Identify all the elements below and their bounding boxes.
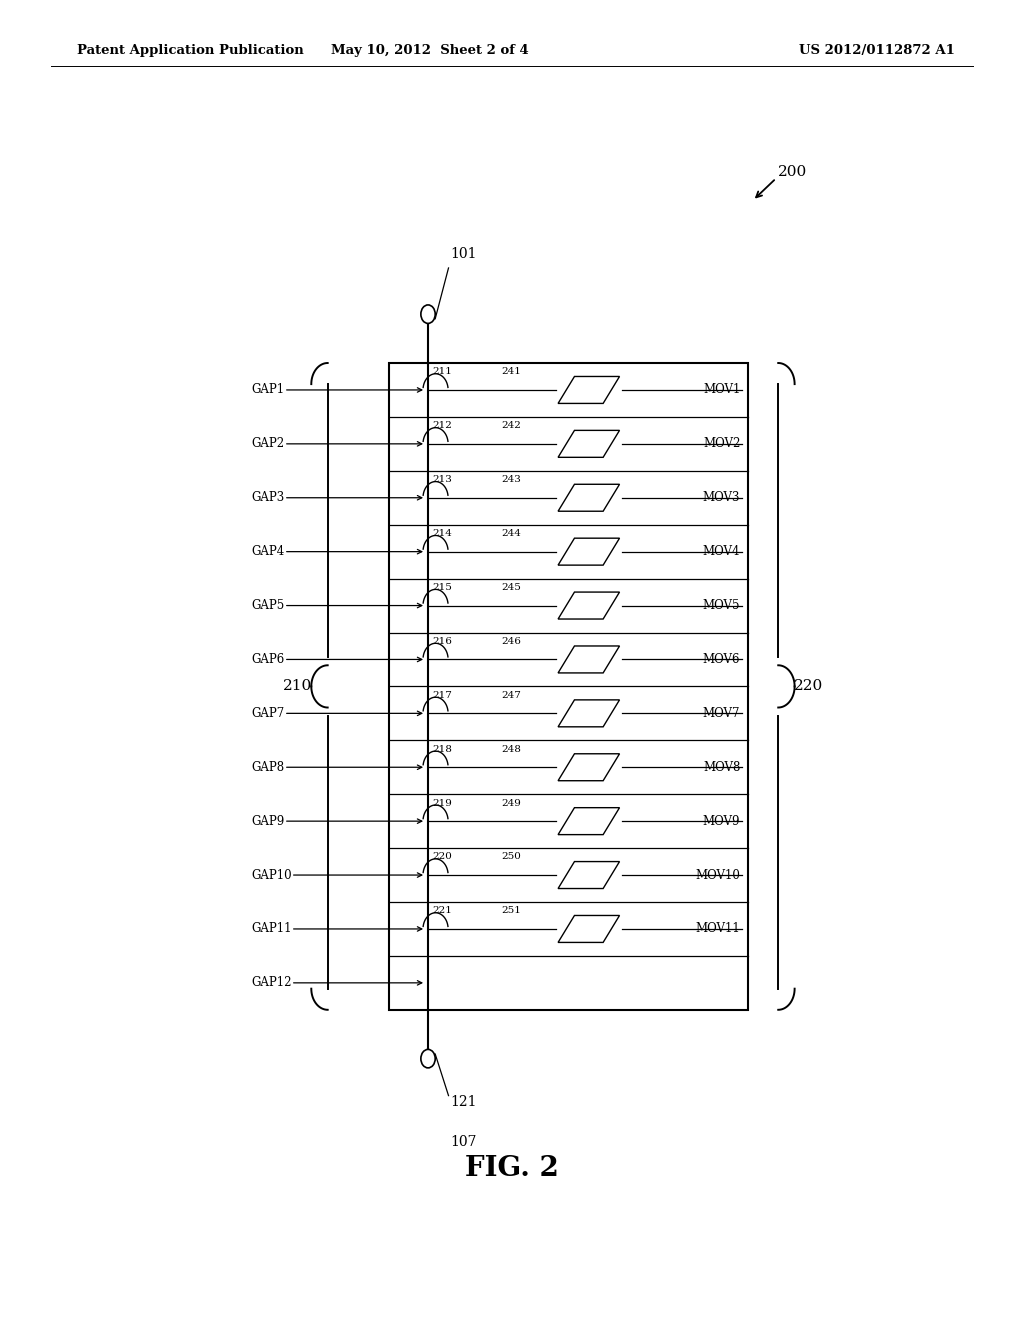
Text: MOV2: MOV2 — [703, 437, 740, 450]
Text: 219: 219 — [432, 799, 452, 808]
Text: GAP10: GAP10 — [251, 869, 292, 882]
Text: 214: 214 — [432, 529, 452, 539]
Text: 200: 200 — [778, 165, 808, 178]
Polygon shape — [558, 593, 620, 619]
Text: May 10, 2012  Sheet 2 of 4: May 10, 2012 Sheet 2 of 4 — [331, 44, 529, 57]
Text: 241: 241 — [502, 367, 521, 376]
Text: MOV11: MOV11 — [695, 923, 740, 936]
Text: 220: 220 — [432, 853, 452, 862]
Text: GAP4: GAP4 — [251, 545, 284, 558]
Text: 244: 244 — [502, 529, 521, 539]
Polygon shape — [558, 862, 620, 888]
Circle shape — [421, 305, 435, 323]
Text: 250: 250 — [502, 853, 521, 862]
Polygon shape — [558, 645, 620, 673]
Polygon shape — [558, 539, 620, 565]
Text: MOV4: MOV4 — [702, 545, 740, 558]
Text: 242: 242 — [502, 421, 521, 430]
Text: GAP9: GAP9 — [251, 814, 284, 828]
Text: 215: 215 — [432, 583, 452, 591]
Text: MOV9: MOV9 — [702, 814, 740, 828]
Text: 247: 247 — [502, 690, 521, 700]
Text: 213: 213 — [432, 475, 452, 484]
Text: 107: 107 — [451, 1135, 477, 1148]
Text: 218: 218 — [432, 744, 452, 754]
Text: Patent Application Publication: Patent Application Publication — [77, 44, 303, 57]
Text: GAP7: GAP7 — [251, 706, 284, 719]
Text: GAP11: GAP11 — [251, 923, 292, 936]
Text: MOV7: MOV7 — [702, 706, 740, 719]
Text: 217: 217 — [432, 690, 452, 700]
Text: US 2012/0112872 A1: US 2012/0112872 A1 — [799, 44, 954, 57]
Text: FIG. 2: FIG. 2 — [465, 1155, 559, 1181]
Polygon shape — [558, 484, 620, 511]
Text: 210: 210 — [283, 680, 312, 693]
Text: GAP1: GAP1 — [251, 383, 284, 396]
Text: GAP3: GAP3 — [251, 491, 284, 504]
Text: 220: 220 — [794, 680, 823, 693]
Text: GAP5: GAP5 — [251, 599, 284, 612]
Text: 211: 211 — [432, 367, 452, 376]
Text: 251: 251 — [502, 907, 521, 915]
Text: 101: 101 — [451, 247, 477, 261]
Text: MOV10: MOV10 — [695, 869, 740, 882]
Text: 221: 221 — [432, 907, 452, 915]
Text: MOV5: MOV5 — [702, 599, 740, 612]
Polygon shape — [558, 808, 620, 834]
Text: MOV3: MOV3 — [702, 491, 740, 504]
Text: 121: 121 — [451, 1096, 477, 1109]
Polygon shape — [558, 376, 620, 404]
Text: MOV1: MOV1 — [703, 383, 740, 396]
Polygon shape — [558, 916, 620, 942]
Bar — [389, 363, 748, 1010]
Text: GAP2: GAP2 — [251, 437, 284, 450]
Text: 246: 246 — [502, 636, 521, 645]
Text: GAP12: GAP12 — [251, 977, 292, 990]
Text: 248: 248 — [502, 744, 521, 754]
Text: GAP6: GAP6 — [251, 653, 284, 667]
Text: 243: 243 — [502, 475, 521, 484]
Text: 249: 249 — [502, 799, 521, 808]
Circle shape — [421, 1049, 435, 1068]
Text: GAP8: GAP8 — [251, 760, 284, 774]
Text: 216: 216 — [432, 636, 452, 645]
Polygon shape — [558, 430, 620, 457]
Text: 245: 245 — [502, 583, 521, 591]
Polygon shape — [558, 700, 620, 727]
Text: 212: 212 — [432, 421, 452, 430]
Text: MOV8: MOV8 — [703, 760, 740, 774]
Polygon shape — [558, 754, 620, 780]
Text: MOV6: MOV6 — [702, 653, 740, 667]
